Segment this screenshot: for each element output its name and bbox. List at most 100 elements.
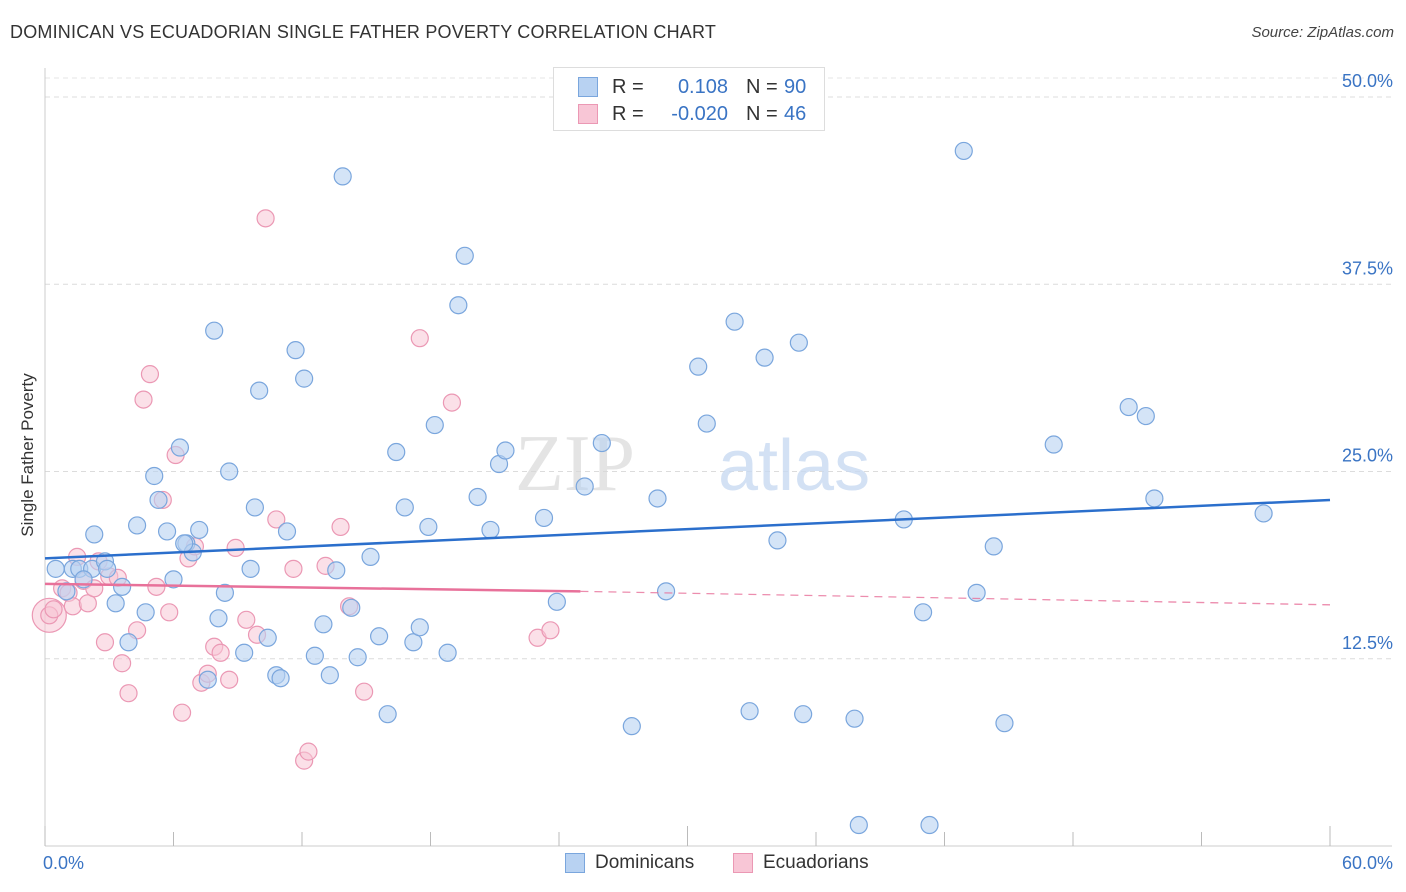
dominican-point	[419, 517, 438, 537]
dominican-point	[496, 441, 515, 460]
dominican-point	[348, 648, 367, 667]
dominican-point	[913, 603, 933, 622]
dominican-point	[46, 559, 65, 578]
ecuadorian-point	[541, 621, 560, 640]
dominican-point	[320, 666, 339, 685]
source-label: Source: ZipAtlas.com	[1251, 24, 1394, 41]
ecuadorian-point	[299, 742, 318, 761]
chart-title: DOMINICAN VS ECUADORIAN SINGLE FATHER PO…	[10, 22, 717, 42]
dominican-point	[190, 520, 209, 540]
dominican-point	[468, 487, 487, 507]
dominican-point	[592, 433, 611, 453]
dominican-point	[438, 643, 457, 662]
ecuadorian-point	[226, 538, 245, 557]
dominican-point	[245, 498, 264, 517]
dominican-point	[370, 627, 389, 646]
y-tick-label: 12.5%	[1342, 633, 1393, 653]
dominicans-trend-line	[44, 498, 1331, 560]
dominican-point	[1119, 397, 1138, 417]
ecuadorians-legend-swatch	[733, 853, 753, 873]
watermark-atlas: atlas	[718, 426, 870, 506]
dominican-point	[258, 628, 277, 647]
dominican-point	[547, 592, 566, 611]
x-tick-label-min: 0.0%	[43, 853, 84, 873]
ecuadorian-point	[267, 510, 286, 529]
dominican-point	[378, 705, 397, 724]
dominican-point	[1136, 406, 1155, 426]
dominican-point	[755, 348, 774, 367]
ecuadorian-point	[78, 594, 97, 613]
dominican-point	[1254, 504, 1273, 523]
ecuadorian-point	[134, 390, 153, 409]
dominican-point	[157, 522, 177, 541]
y-axis-label: Single Father Poverty	[18, 373, 37, 537]
ecuadorian-point	[211, 643, 230, 662]
dominican-point	[327, 561, 346, 580]
dominican-point	[314, 615, 333, 634]
legend-r-label: R =	[612, 102, 644, 125]
dominican-point	[534, 508, 554, 528]
dominican-point	[1044, 435, 1063, 454]
ecuadorian-point	[44, 600, 63, 619]
dominicans-legend-swatch	[565, 853, 585, 873]
dominican-point	[794, 705, 813, 724]
dominican-point	[995, 714, 1014, 733]
dominican-point	[449, 296, 468, 315]
ecuadorian-point	[442, 393, 462, 412]
dominican-point	[689, 357, 708, 376]
dominican-point	[845, 709, 864, 728]
dominican-point	[648, 489, 667, 508]
dominican-point	[954, 141, 973, 161]
legend-r-value: -0.020	[671, 102, 728, 125]
dominican-point	[235, 643, 254, 662]
dominican-point	[404, 633, 423, 652]
dominican-point	[425, 415, 444, 435]
dominican-point	[85, 525, 104, 544]
ecuadorian-point	[112, 654, 132, 673]
dominican-point	[656, 582, 676, 601]
dominican-point	[149, 490, 168, 510]
bottom-legend-ecuadorians: Ecuadorians	[733, 852, 869, 874]
ecuadorian-point	[140, 365, 160, 384]
dominican-point	[361, 547, 380, 566]
dominican-point	[170, 438, 190, 457]
x-tick-label-max: 60.0%	[1342, 853, 1393, 873]
dominican-point	[920, 815, 939, 835]
dominican-point	[220, 462, 239, 481]
tick-labels: 12.5% 25.0% 37.5% 50.0% 0.0% 60.0%	[43, 71, 1393, 873]
ecuadorian-point	[95, 633, 115, 652]
ecuadorian-point	[147, 577, 166, 596]
dominican-point	[305, 646, 324, 665]
dominican-point	[740, 702, 759, 721]
dominican-point	[622, 717, 641, 736]
dominican-point	[768, 531, 787, 550]
dominican-point	[455, 246, 474, 265]
ecuadorian-point	[256, 209, 275, 228]
ecuadorian-point	[220, 670, 239, 689]
dominican-point	[333, 167, 352, 186]
dominican-point	[119, 633, 138, 652]
dominican-point	[277, 522, 297, 541]
dominican-point	[697, 414, 716, 433]
legend-n-label: N =	[746, 102, 778, 125]
ecuadorian-point	[172, 703, 192, 722]
dominican-point	[286, 341, 305, 360]
dominican-point	[410, 618, 429, 637]
dominican-point	[145, 466, 164, 486]
dominican-point	[241, 559, 260, 578]
watermark-zip: ZIP	[515, 420, 635, 508]
bottom-legend-dominicans: Dominicans	[565, 852, 694, 874]
dominican-point	[106, 594, 125, 613]
dominican-point	[215, 583, 234, 602]
axes	[44, 68, 1392, 847]
dominican-point	[57, 582, 76, 601]
dominican-point	[395, 498, 414, 517]
dominican-point	[1145, 489, 1164, 508]
dominican-point	[271, 669, 290, 688]
ecuadorian-point	[237, 610, 256, 629]
dominican-point	[198, 670, 217, 689]
dominican-point	[295, 369, 314, 388]
dominican-point	[112, 577, 132, 596]
dominican-point	[481, 520, 500, 540]
